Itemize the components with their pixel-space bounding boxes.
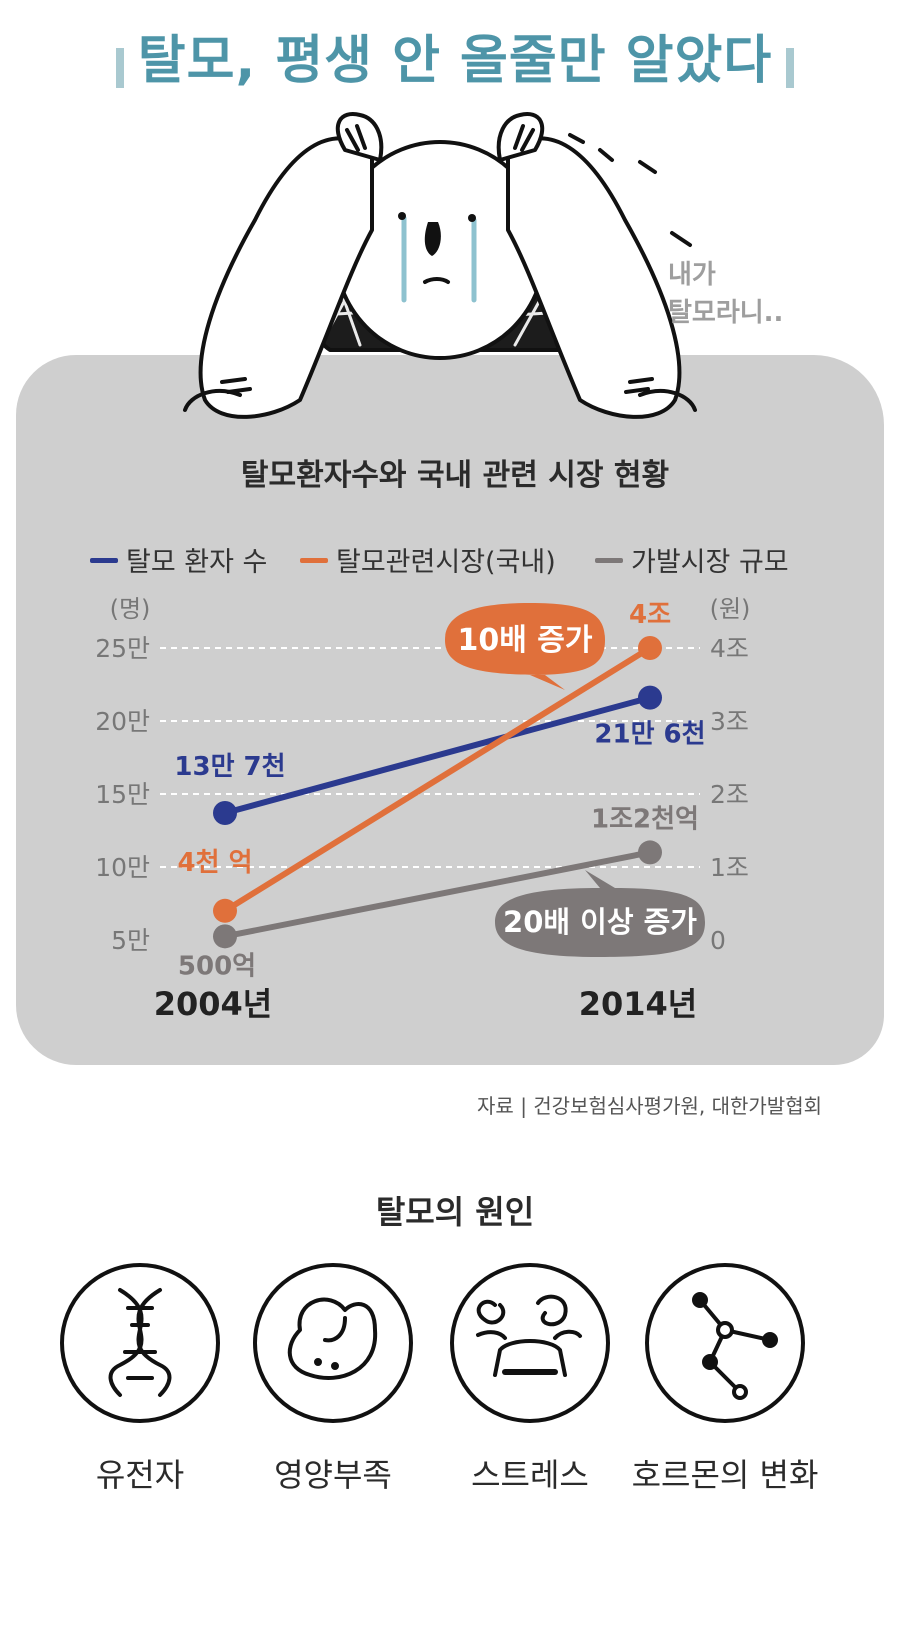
series-line-patients <box>222 694 653 816</box>
title-left-bar <box>115 47 124 88</box>
left-tick-label: 15만 <box>95 780 150 809</box>
data-point-wig <box>213 924 237 949</box>
data-point-market <box>213 898 237 923</box>
legend-item-wig: 가발시장 규모 <box>595 540 789 579</box>
annotation-bubble-orange <box>445 603 605 690</box>
data-label-wig: 1조2천억 <box>591 804 699 834</box>
legend-swatch <box>300 558 328 563</box>
data-label-patients: 21만 6천 <box>594 720 705 750</box>
data-point-wig <box>638 840 662 865</box>
cause-circle <box>450 1263 610 1423</box>
cause-label-genes: 유전자 <box>95 1456 185 1494</box>
left-tick-label: 5만 <box>111 926 150 955</box>
series-line-market <box>222 645 653 914</box>
legend-swatch <box>90 558 118 563</box>
page-title: 탈모, 평생 안 올줄만 알았다 <box>137 31 773 91</box>
data-label-market: 4천 억 <box>178 848 253 878</box>
legend-label: 가발시장 규모 <box>631 547 789 578</box>
speech-line-1: 내가 <box>668 260 716 290</box>
data-label-market: 4조 <box>629 600 671 630</box>
data-label-patients: 13만 7천 <box>174 752 285 782</box>
left-tick-label: 10만 <box>95 853 150 882</box>
header: 탈모, 평생 안 올줄만 알았다 <box>0 18 910 94</box>
cause-label-hormone: 호르몬의 변화 <box>631 1456 819 1494</box>
cause-circle <box>645 1263 805 1423</box>
x-tick-label-2014: 2014년 <box>579 985 698 1023</box>
right-tick-label: 3조 <box>710 707 749 736</box>
right-tick-label: 2조 <box>710 780 749 809</box>
cause-label-stress: 스트레스 <box>471 1456 589 1494</box>
title-right-bar <box>786 47 795 88</box>
stressed-face-icon <box>476 1294 582 1377</box>
legend-item-patients: 탈모 환자 수 <box>90 540 267 579</box>
legend-label: 탈모 환자 수 <box>126 547 268 578</box>
nutrition-bean-icon <box>287 1297 378 1380</box>
cause-circle <box>60 1263 220 1423</box>
annotation-text-orange: 10배 증가 <box>458 623 593 658</box>
source-note: 자료 | 건강보험심사평가원, 대한가발협회 <box>477 1094 822 1118</box>
cause-circle <box>253 1263 413 1423</box>
x-tick-label-2004: 2004년 <box>154 985 273 1023</box>
chart-title: 탈모환자수와 국내 관련 시장 현황 <box>240 458 670 493</box>
left-tick-label: 25만 <box>95 634 150 663</box>
dna-icon <box>108 1288 172 1397</box>
annotation-text-gray: 20배 이상 증가 <box>503 905 697 939</box>
causes-title: 탈모의 원인 <box>375 1193 535 1231</box>
hormone-molecule-icon <box>692 1292 778 1400</box>
worried-person-illustration <box>183 112 697 419</box>
left-tick-label: 20만 <box>95 707 150 736</box>
data-point-patients <box>213 800 237 825</box>
right-tick-label: 4조 <box>710 634 749 663</box>
right-tick-label: 0 <box>710 926 726 955</box>
legend-item-market: 탈모관련시장(국내) <box>300 540 556 579</box>
left-axis-unit: (명) <box>110 595 151 623</box>
right-tick-label: 1조 <box>710 853 749 882</box>
right-axis-unit: (원) <box>710 595 751 623</box>
data-label-wig: 500억 <box>178 951 256 981</box>
data-point-market <box>638 636 662 660</box>
data-point-patients <box>638 685 662 710</box>
chart-panel <box>16 355 884 1065</box>
cause-label-nutrition: 영양부족 <box>274 1456 392 1494</box>
series-line-wig <box>222 849 653 940</box>
speech-text: 내가 탈모라니.. <box>668 256 783 332</box>
legend-swatch <box>595 558 623 563</box>
speech-line-2: 탈모라니.. <box>668 298 784 328</box>
legend-label: 탈모관련시장(국내) <box>336 547 556 578</box>
annotation-bubble-gray <box>495 870 705 957</box>
